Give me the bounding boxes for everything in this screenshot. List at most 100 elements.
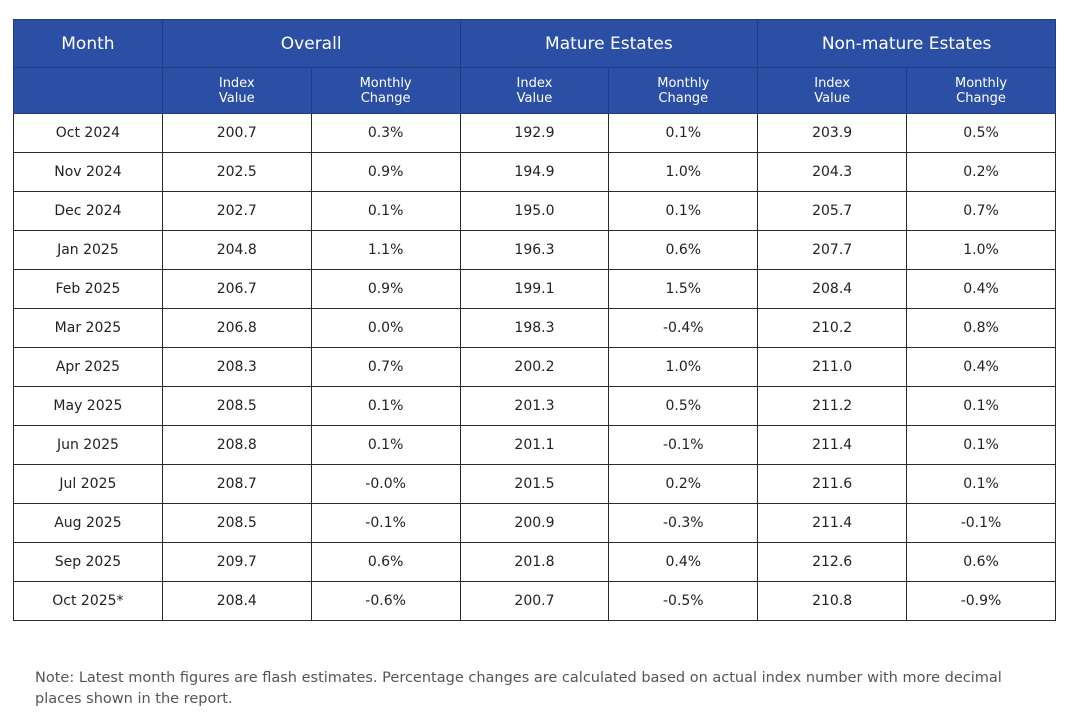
- sub-header: Index Value: [814, 75, 851, 106]
- value-cell: 206.7: [161, 269, 312, 309]
- value-cell: 205.7: [757, 191, 908, 231]
- month-cell: Sep 2025: [13, 542, 163, 582]
- group-header: Month: [13, 19, 163, 68]
- value-cell: 208.7: [161, 464, 312, 504]
- value-cell: 198.3: [459, 308, 610, 348]
- value-cell: 0.3%: [310, 113, 461, 153]
- sub-header: Monthly Change: [955, 75, 1008, 106]
- value-cell: 208.3: [161, 347, 312, 387]
- value-cell: 0.6%: [310, 542, 461, 582]
- value-cell: 204.8: [161, 230, 312, 270]
- table-row: Nov 2024 202.5 0.9% 194.9 1.0% 204.3 0.2%: [13, 152, 1056, 192]
- value-cell: 201.8: [459, 542, 610, 582]
- value-cell: 204.3: [757, 152, 908, 192]
- sub-header-cell: Monthly Change: [310, 67, 461, 114]
- value-cell: -0.9%: [906, 581, 1056, 621]
- month-cell: Feb 2025: [13, 269, 163, 309]
- month-cell: May 2025: [13, 386, 163, 426]
- value-cell: -0.1%: [608, 425, 759, 465]
- value-cell: 208.5: [161, 503, 312, 543]
- table-row: Oct 2024 200.7 0.3% 192.9 0.1% 203.9 0.5%: [13, 113, 1056, 153]
- value-cell: 195.0: [459, 191, 610, 231]
- sub-header: Index Value: [516, 75, 553, 106]
- value-cell: 1.5%: [608, 269, 759, 309]
- value-cell: 1.0%: [608, 152, 759, 192]
- value-cell: 0.1%: [310, 191, 461, 231]
- group-header: Mature Estates: [459, 19, 759, 68]
- month-cell: Nov 2024: [13, 152, 163, 192]
- value-cell: 200.7: [161, 113, 312, 153]
- value-cell: -0.0%: [310, 464, 461, 504]
- value-cell: 0.5%: [906, 113, 1056, 153]
- data-table: Month Overall Mature Estates Non-mature Est…: [13, 19, 1056, 621]
- value-cell: 211.2: [757, 386, 908, 426]
- table-row: Jan 2025 204.8 1.1% 196.3 0.6% 207.7 1.0%: [13, 230, 1056, 270]
- footnote: Note: Latest month figures are flash est…: [35, 670, 1002, 707]
- group-header-row: Month Overall Mature Estates Non-mature Est…: [13, 19, 1056, 68]
- value-cell: 0.9%: [310, 152, 461, 192]
- month-cell: Apr 2025: [13, 347, 163, 387]
- value-cell: -0.4%: [608, 308, 759, 348]
- value-cell: 199.1: [459, 269, 610, 309]
- sub-header-cell: Index Value: [757, 67, 908, 114]
- value-cell: 0.1%: [906, 464, 1056, 504]
- month-cell: Dec 2024: [13, 191, 163, 231]
- value-cell: -0.3%: [608, 503, 759, 543]
- value-cell: 1.0%: [608, 347, 759, 387]
- value-cell: 0.5%: [608, 386, 759, 426]
- month-cell: Oct 2025*: [13, 581, 163, 621]
- group-header: Non-mature Estates: [757, 19, 1056, 68]
- value-cell: 211.6: [757, 464, 908, 504]
- value-cell: 208.4: [161, 581, 312, 621]
- value-cell: 200.7: [459, 581, 610, 621]
- value-cell: 201.3: [459, 386, 610, 426]
- value-cell: 0.9%: [310, 269, 461, 309]
- value-cell: 0.1%: [608, 191, 759, 231]
- value-cell: 202.5: [161, 152, 312, 192]
- value-cell: -0.1%: [310, 503, 461, 543]
- value-cell: 201.1: [459, 425, 610, 465]
- value-cell: -0.5%: [608, 581, 759, 621]
- value-cell: 209.7: [161, 542, 312, 582]
- table-row: Apr 2025 208.3 0.7% 200.2 1.0% 211.0 0.4%: [13, 347, 1056, 387]
- month-cell: Jul 2025: [13, 464, 163, 504]
- value-cell: 0.1%: [310, 425, 461, 465]
- value-cell: 211.0: [757, 347, 908, 387]
- month-cell: Oct 2024: [13, 113, 163, 153]
- table-row: Mar 2025 206.8 0.0% 198.3 -0.4% 210.2 0.8%: [13, 308, 1056, 348]
- table-row: Feb 2025 206.7 0.9% 199.1 1.5% 208.4 0.4%: [13, 269, 1056, 309]
- value-cell: 0.0%: [310, 308, 461, 348]
- month-cell: Mar 2025: [13, 308, 163, 348]
- value-cell: 208.4: [757, 269, 908, 309]
- month-cell: Jun 2025: [13, 425, 163, 465]
- sub-header-cell: Index Value: [161, 67, 312, 114]
- table-row: Oct 2025* 208.4 -0.6% 200.7 -0.5% 210.8 -0.9%: [13, 581, 1056, 621]
- value-cell: 1.0%: [906, 230, 1056, 270]
- sub-header-blank: [13, 67, 163, 114]
- value-cell: -0.1%: [906, 503, 1056, 543]
- value-cell: 200.2: [459, 347, 610, 387]
- value-cell: 0.6%: [906, 542, 1056, 582]
- value-cell: 206.8: [161, 308, 312, 348]
- table-row: May 2025 208.5 0.1% 201.3 0.5% 211.2 0.1%: [13, 386, 1056, 426]
- sub-header-cell: Monthly Change: [906, 67, 1056, 114]
- table-row: Sep 2025 209.7 0.6% 201.8 0.4% 212.6 0.6%: [13, 542, 1056, 582]
- sub-header: Monthly Change: [359, 75, 412, 106]
- value-cell: 0.4%: [906, 269, 1056, 309]
- sub-header-row: Index Value Monthly Change Index Value Mont…: [13, 67, 1056, 114]
- value-cell: 208.5: [161, 386, 312, 426]
- table-row: Jul 2025 208.7 -0.0% 201.5 0.2% 211.6 0.1%: [13, 464, 1056, 504]
- value-cell: 211.4: [757, 425, 908, 465]
- table-row: Aug 2025 208.5 -0.1% 200.9 -0.3% 211.4 -0.1%: [13, 503, 1056, 543]
- value-cell: 212.6: [757, 542, 908, 582]
- value-cell: 0.7%: [906, 191, 1056, 231]
- value-cell: 192.9: [459, 113, 610, 153]
- value-cell: -0.6%: [310, 581, 461, 621]
- sub-header-cell: Monthly Change: [608, 67, 759, 114]
- month-cell: Jan 2025: [13, 230, 163, 270]
- value-cell: 210.2: [757, 308, 908, 348]
- table-row: Dec 2024 202.7 0.1% 195.0 0.1% 205.7 0.7%: [13, 191, 1056, 231]
- value-cell: 203.9: [757, 113, 908, 153]
- value-cell: 0.4%: [906, 347, 1056, 387]
